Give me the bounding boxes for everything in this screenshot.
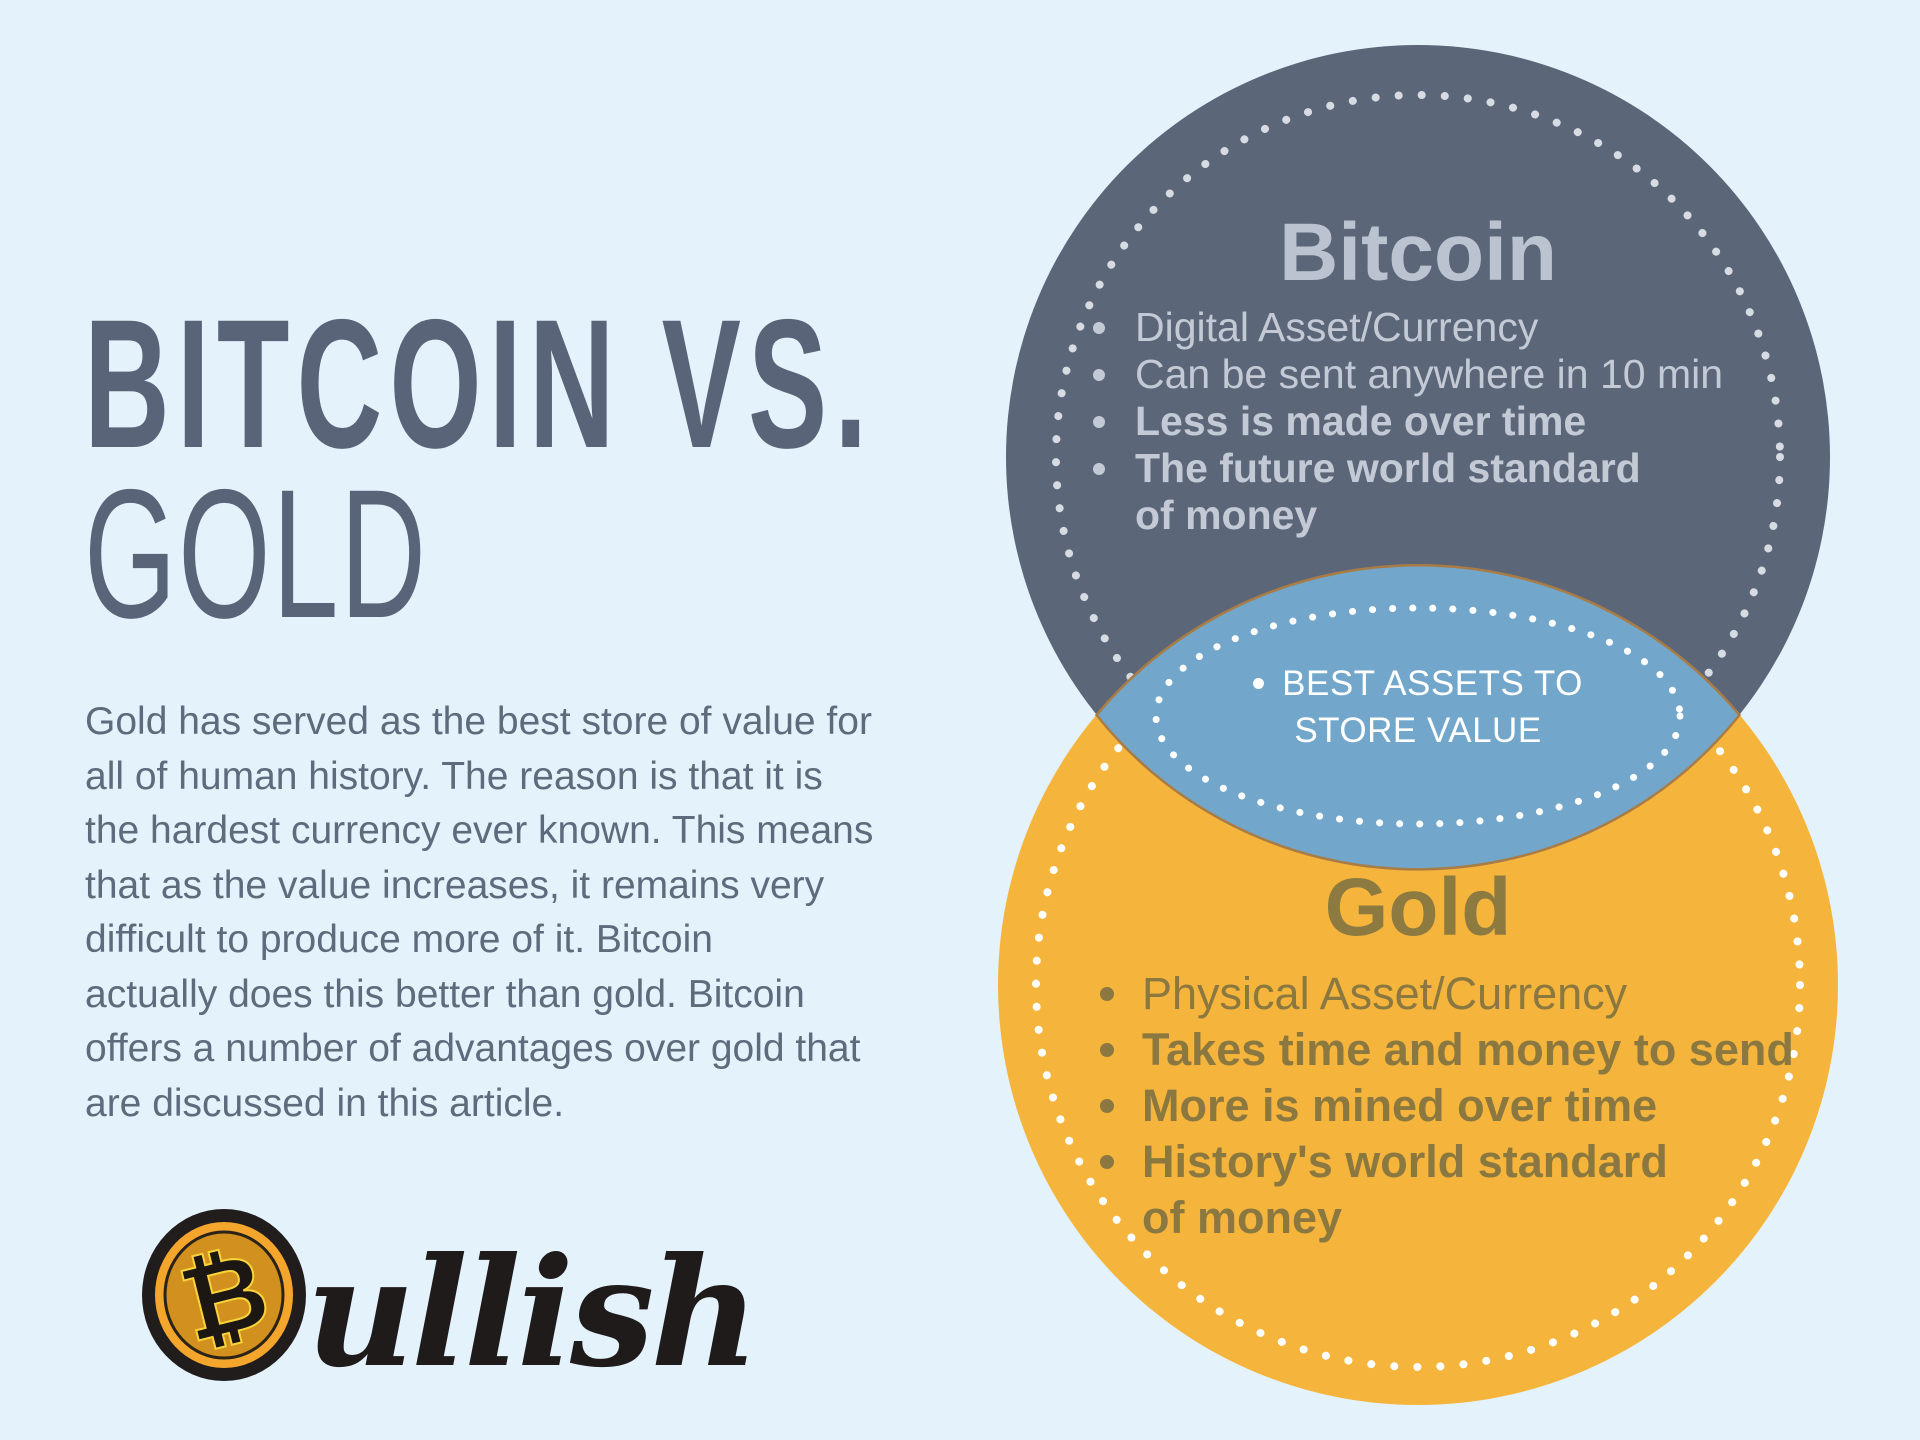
bullish-logo: ₿ ullish <box>141 1208 781 1418</box>
bullet-label: Less is made over time <box>1135 398 1587 444</box>
overlap-label-line2: STORE VALUE <box>1294 711 1542 750</box>
bullet-label: More is mined over time <box>1142 1080 1658 1131</box>
bullet-dot-icon <box>1093 462 1105 475</box>
bullet-label: History's world standard <box>1142 1136 1668 1187</box>
intro-paragraph: Gold has served as the best store of val… <box>85 695 873 1131</box>
bullet-label: Digital Asset/Currency <box>1135 304 1539 350</box>
bullet-label: of money <box>1135 492 1318 538</box>
overlap-label-line1: BEST ASSETS TO <box>1158 660 1678 707</box>
page-title-line2: GOLD <box>84 451 428 657</box>
bitcoin-dotted-ring <box>1052 91 1784 823</box>
bullet-label: The future world standard <box>1135 445 1641 491</box>
bitcoin-bullet: Less is made over time <box>1093 398 1723 445</box>
paragraph-line: actually does this better than gold. Bit… <box>85 972 805 1016</box>
bullet-label: of money <box>1142 1192 1343 1243</box>
gold-bullet: Physical Asset/Currency <box>1100 966 1794 1022</box>
bullet-label: Can be sent anywhere in 10 min <box>1135 351 1724 397</box>
bullet-dot-icon <box>1100 1155 1114 1169</box>
bullet-dot-icon <box>1100 1043 1114 1057</box>
paragraph-line: difficult to produce more of it. Bitcoin <box>85 918 713 961</box>
bitcoin-coin-icon: ₿ <box>142 1209 306 1381</box>
paragraph-line: that as the value increases, it remains … <box>85 863 825 907</box>
bitcoin-bullet-list: Digital Asset/Currency Can be sent anywh… <box>1093 304 1723 539</box>
bullet-label: Takes time and money to send <box>1142 1024 1794 1075</box>
overlap-dotted-ellipse <box>1152 604 1684 828</box>
page-title-line1: BITCOIN VS. <box>84 281 875 487</box>
bitcoin-circle-title: Bitcoin <box>1279 207 1557 298</box>
bitcoin-bullet: Digital Asset/Currency <box>1093 304 1723 351</box>
bitcoin-bullet: Can be sent anywhere in 10 min <box>1093 351 1723 398</box>
paragraph-line: the hardest currency ever known. This me… <box>85 809 874 852</box>
paragraph-line: offers a number of advantages over gold … <box>85 1027 861 1070</box>
bullet-dot-icon <box>1253 678 1265 689</box>
gold-bullet-list: Physical Asset/Currency Takes time and m… <box>1100 966 1794 1246</box>
bullet-dot-icon <box>1100 1099 1114 1113</box>
bullet-dot-icon <box>1100 987 1114 1001</box>
overlap-lens <box>1094 564 1742 871</box>
paragraph-line: Gold has served as the best store of val… <box>85 700 872 743</box>
logo-wordmark: ullish <box>306 1225 760 1401</box>
bullet-label: Physical Asset/Currency <box>1142 968 1628 1019</box>
bullet-dot-icon <box>1093 368 1105 381</box>
paragraph-line: are discussed in this article. <box>85 1081 565 1125</box>
bitcoin-bullet-continuation: of money <box>1093 492 1723 539</box>
bullet-dot-icon <box>1093 321 1105 334</box>
paragraph-line: all of human history. The reason is that… <box>85 754 823 798</box>
gold-bullet: History's world standard <box>1100 1134 1794 1190</box>
gold-circle-title: Gold <box>1324 862 1512 953</box>
gold-bullet: More is mined over time <box>1100 1078 1794 1134</box>
bitcoin-bullet: The future world standard <box>1093 445 1723 492</box>
bullet-dot-icon <box>1093 415 1105 428</box>
gold-bullet: Takes time and money to send <box>1100 1022 1794 1078</box>
overlap-text-top: BEST ASSETS TO <box>1282 664 1583 703</box>
gold-bullet-continuation: of money <box>1100 1190 1794 1246</box>
overlap-label: BEST ASSETS TO STORE VALUE <box>1158 660 1678 754</box>
